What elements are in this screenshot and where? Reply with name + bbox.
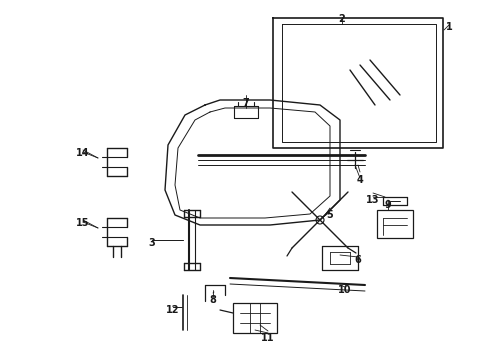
Text: 9: 9 (385, 200, 392, 210)
Text: 3: 3 (148, 238, 155, 248)
Text: 1: 1 (445, 22, 452, 32)
Text: 11: 11 (261, 333, 275, 343)
Text: 6: 6 (355, 255, 362, 265)
Text: 5: 5 (327, 210, 333, 220)
Text: 12: 12 (166, 305, 180, 315)
Text: 14: 14 (76, 148, 90, 158)
Text: 13: 13 (366, 195, 380, 205)
Text: 7: 7 (243, 98, 249, 108)
Text: 2: 2 (339, 14, 345, 24)
FancyBboxPatch shape (377, 210, 413, 238)
Text: 15: 15 (76, 218, 90, 228)
Text: 8: 8 (210, 295, 217, 305)
Text: 4: 4 (357, 175, 364, 185)
FancyBboxPatch shape (233, 303, 277, 333)
Text: 10: 10 (338, 285, 352, 295)
